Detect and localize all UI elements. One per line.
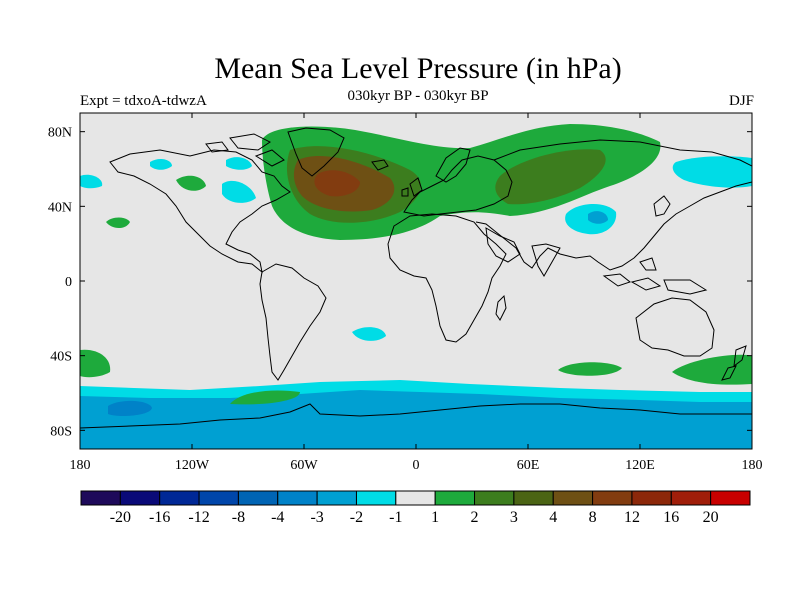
coast-british-isles xyxy=(401,177,423,197)
coast-japan xyxy=(653,195,671,217)
colorbar-label: -4 xyxy=(271,509,284,526)
colorbar-label: -20 xyxy=(110,509,131,526)
field-southern-green-1 xyxy=(80,349,111,378)
field-nw-cyan-2 xyxy=(222,180,256,203)
colorbar-swatch xyxy=(395,490,436,506)
colorbar-label: 12 xyxy=(624,509,640,526)
colorbar-label: 3 xyxy=(510,509,518,526)
colorbar-swatch xyxy=(592,490,633,506)
field-nw-cyan-4 xyxy=(150,159,172,170)
coast-asia xyxy=(475,139,752,271)
colorbar-swatch xyxy=(277,490,318,506)
x-tick-label: 120E xyxy=(625,458,655,473)
map-axes: 180 120W 60W 0 60E 120E 180 80N 40N 0 40S 80S xyxy=(48,113,763,473)
field-north-atlantic-core xyxy=(314,170,360,197)
field-southern-green-4 xyxy=(672,354,752,385)
coast-scandinavia xyxy=(435,147,471,183)
y-tick-label: 40S xyxy=(50,350,72,365)
x-tick-label: 60E xyxy=(517,458,540,473)
coast-india xyxy=(531,243,561,277)
field-southern-cyan xyxy=(80,390,752,449)
colorbar-swatch xyxy=(670,490,712,506)
colorbar-label: 16 xyxy=(663,509,679,526)
coast-iceland xyxy=(371,159,389,171)
map-title: Mean Sea Level Pressure (in hPa) xyxy=(214,52,622,85)
coast-north-america xyxy=(109,149,291,274)
map-subtitle: 030kyr BP - 030kyr BP xyxy=(347,88,489,104)
colorbar-swatch xyxy=(474,490,515,506)
colorbar-label: -12 xyxy=(188,509,209,526)
colorbar-swatch xyxy=(316,490,357,506)
coast-southeast-asia xyxy=(602,257,708,295)
coastlines xyxy=(80,127,752,429)
coast-madagascar xyxy=(495,294,507,321)
colorbar-label: -1 xyxy=(389,509,402,526)
colorbar-swatch xyxy=(237,490,279,506)
y-tick-label: 80S xyxy=(50,424,72,439)
field-siberia-dark-green xyxy=(495,149,606,205)
field-pacific-green-2 xyxy=(176,175,206,191)
field-southern-cyan-2 xyxy=(352,327,386,341)
coast-south-america xyxy=(259,263,327,381)
colorbar-label: -3 xyxy=(310,509,323,526)
coast-antarctica xyxy=(80,403,752,429)
field-southern-green-2 xyxy=(230,390,300,405)
x-tick-label: 0 xyxy=(413,458,420,473)
coast-europe xyxy=(403,155,513,217)
coast-africa xyxy=(387,213,507,343)
x-tick-label: 120W xyxy=(175,458,210,473)
colorbar-label: -16 xyxy=(149,509,170,526)
colorbar-label: -8 xyxy=(232,509,245,526)
colorbar-swatch xyxy=(119,490,161,506)
y-tick-label: 40N xyxy=(48,200,72,215)
coast-new-zealand xyxy=(721,345,747,381)
x-tick-label: 180 xyxy=(70,458,91,473)
colorbar-label: 2 xyxy=(471,509,479,526)
experiment-label: Expt = tdxoA-tdwzA xyxy=(80,93,207,109)
colorbar-label: 4 xyxy=(549,509,557,526)
y-tick-label: 0 xyxy=(65,275,72,290)
pressure-field xyxy=(80,124,752,449)
colorbar-swatch xyxy=(80,490,121,506)
colorbar-label: -2 xyxy=(350,509,363,526)
field-ne-pacific-cyan xyxy=(672,156,752,188)
colorbar-swatch xyxy=(552,490,594,506)
colorbar-swatch xyxy=(159,490,200,506)
colorbar-swatch xyxy=(434,490,476,506)
season-label: DJF xyxy=(728,93,754,109)
coast-arctic-islands xyxy=(205,133,285,167)
x-tick-label: 60W xyxy=(290,458,318,473)
coast-arabia xyxy=(485,227,521,263)
colorbar-swatch xyxy=(198,490,239,506)
y-tick-label: 80N xyxy=(48,126,72,141)
colorbar-swatch xyxy=(631,490,672,506)
colorbar: -20 -16 -12 -8 -4 -3 -2 -1 1 2 3 4 8 12 16 20 xyxy=(80,490,751,526)
colorbar-label: 1 xyxy=(431,509,439,526)
field-nw-cyan-1 xyxy=(80,174,103,189)
field-nw-cyan-3 xyxy=(226,157,252,170)
field-southern-green-3 xyxy=(558,362,622,376)
field-southern-low xyxy=(108,400,152,416)
colorbar-label: 20 xyxy=(703,509,719,526)
colorbar-swatch xyxy=(710,490,751,506)
coast-australia xyxy=(635,297,715,357)
field-east-asia-blue xyxy=(588,211,608,224)
x-tick-label: 180 xyxy=(742,458,763,473)
colorbar-swatch xyxy=(513,490,554,506)
coast-greenland xyxy=(287,127,345,177)
field-pacific-green xyxy=(106,217,130,228)
colorbar-swatch xyxy=(355,490,397,506)
colorbar-label: 8 xyxy=(589,509,597,526)
